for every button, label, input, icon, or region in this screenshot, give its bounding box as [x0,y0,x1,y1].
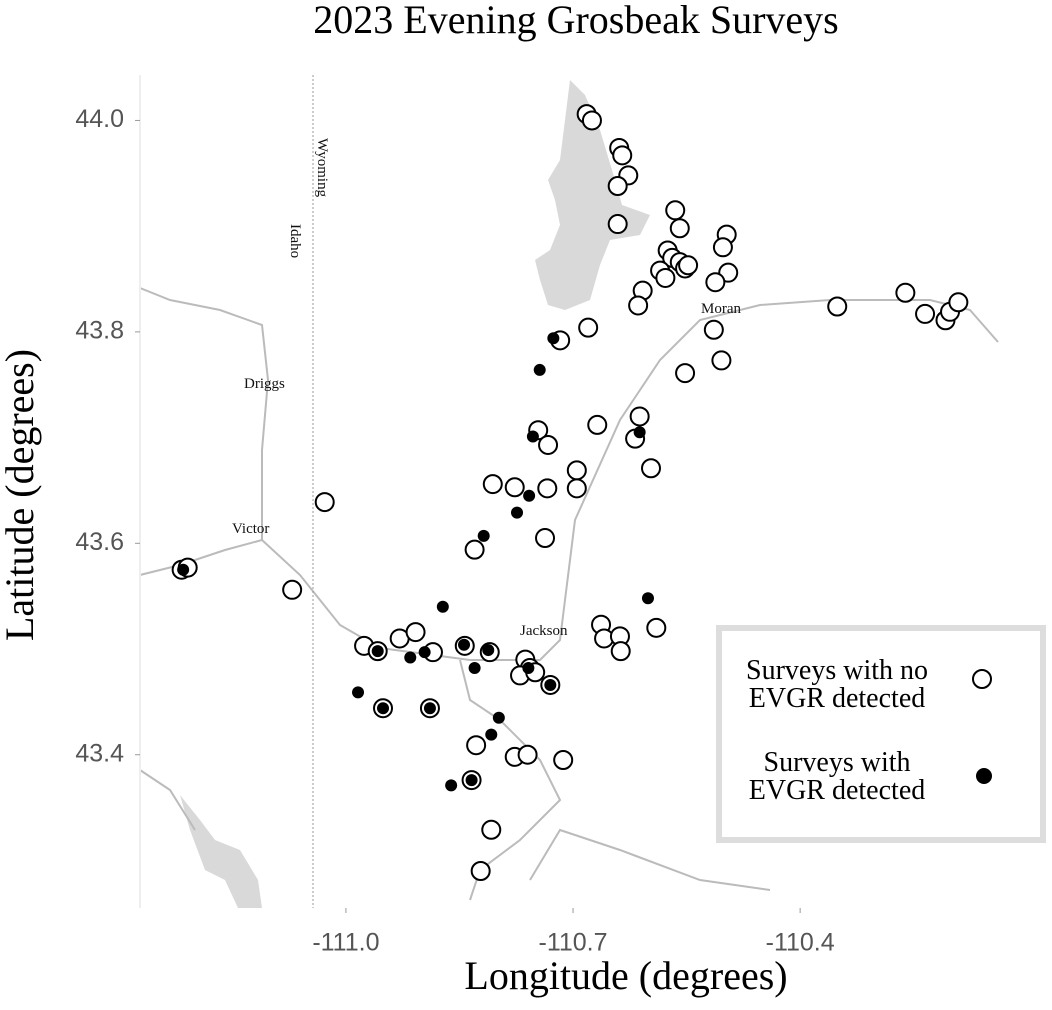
legend-label: Surveys with no EVGR detected [746,655,928,714]
y-tick-label: 43.4 [75,739,124,767]
road [139,769,196,831]
point [537,478,558,499]
point [581,110,602,131]
point [423,702,436,715]
point [466,735,487,756]
x-tick-label: -111.0 [312,929,379,957]
x-axis-label: Longitude (degrees) [464,953,787,998]
point [464,539,485,560]
point [633,426,646,439]
point [177,563,190,576]
legend-marker [972,669,992,689]
point [629,406,650,427]
point [482,644,495,657]
point [404,651,417,664]
point [665,200,686,221]
annotation: Idaho [287,224,303,258]
point [915,303,936,324]
legend-marker [976,768,992,784]
point [282,579,303,600]
point [538,434,559,455]
basemap [139,75,999,908]
annotation: Jackson [520,623,568,639]
point [517,744,538,765]
point [612,145,633,166]
legend: Surveys with no EVGR detected Surveys wi… [716,625,1046,843]
point [485,728,498,741]
point [678,255,699,276]
point [587,414,608,435]
point [482,474,503,495]
point [675,363,696,384]
point [646,617,667,638]
point [468,662,481,675]
point [477,529,490,542]
point [405,622,426,643]
point [533,363,546,376]
point [827,296,848,317]
point [895,282,916,303]
point [465,774,478,787]
road [529,828,771,891]
annotation: Moran [701,301,741,317]
x-tick-label: -110.7 [539,929,608,957]
point [523,489,536,502]
y-tick-label: 43.6 [75,528,124,556]
point [948,292,969,313]
point [705,272,726,293]
road [139,299,999,661]
point [607,175,628,196]
point [553,750,574,771]
point [578,317,599,338]
annotation: Victor [232,521,269,537]
legend-label: Surveys with EVGR detected [748,747,926,806]
point [371,645,384,658]
lake [535,80,650,310]
point [712,237,733,258]
point [458,638,471,651]
point [628,295,649,316]
point [547,332,560,345]
road [139,287,270,540]
point [445,779,458,792]
point [504,477,525,498]
point [436,600,449,613]
y-axis-label: Latitude (degrees) [0,349,42,641]
point [470,861,491,882]
point [535,528,556,549]
chart-title: 2023 Evening Grosbeak Surveys [313,0,838,42]
point [610,641,631,662]
point [566,460,587,481]
point [641,592,654,605]
legend-symbol [976,768,992,784]
point [526,430,539,443]
point [566,478,587,499]
legend-symbol [972,669,992,689]
point [492,711,505,724]
point [522,662,535,675]
annotation: Driggs [244,376,285,392]
annotation: Wyoming [314,138,330,198]
point [669,218,690,239]
point [418,646,431,659]
point [711,350,732,371]
x-tick-label: -110.4 [766,929,835,957]
point [641,458,662,479]
point [352,686,365,699]
point [377,702,390,715]
point [544,678,557,691]
point [314,492,335,513]
point [655,267,676,288]
y-tick-label: 43.8 [75,316,124,344]
point [481,819,502,840]
point [607,214,628,235]
point [511,506,524,519]
lake [180,795,262,908]
y-tick-label: 44.0 [75,105,124,133]
point [703,319,724,340]
